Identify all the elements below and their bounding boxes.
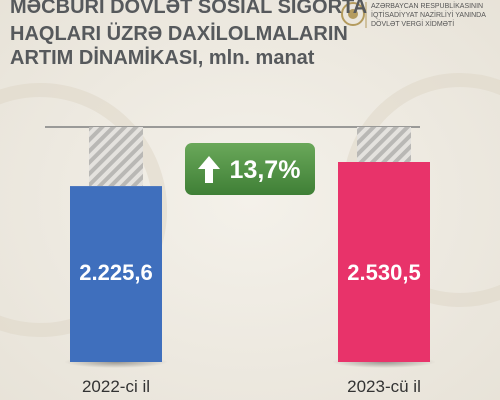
logo-text: DÖVLƏT VERGİ XİDMƏTİ bbox=[371, 19, 454, 28]
logo-text: İQTİSADİYYAT NAZİRLİYİ YANINDA bbox=[371, 10, 486, 19]
bar bbox=[338, 162, 430, 362]
logo: AZƏRBAYCAN RESPUBLİKASININ İQTİSADİYYAT … bbox=[341, 1, 486, 28]
up-arrow bbox=[198, 156, 220, 183]
growth-badge: 13,7% bbox=[185, 143, 315, 195]
chart-title: ARTIM DİNAMİKASI, mln. manat bbox=[10, 46, 315, 69]
badge-box bbox=[185, 143, 315, 195]
category-label: 2022-ci il bbox=[82, 377, 150, 396]
logo-emblem bbox=[341, 2, 365, 26]
bar bbox=[70, 186, 162, 362]
growth-label: 13,7% bbox=[230, 156, 301, 184]
hatch-column bbox=[89, 127, 143, 187]
hatch-column bbox=[357, 127, 411, 162]
value-label: 2.225,6 bbox=[79, 260, 152, 285]
logo-emblem bbox=[348, 9, 358, 19]
chart-title: MƏCBURİ DÖVLƏT SOSİAL SIĞORTA bbox=[10, 0, 367, 18]
logo-text: AZƏRBAYCAN RESPUBLİKASININ bbox=[371, 1, 483, 10]
category-label: 2023-cü il bbox=[347, 377, 421, 396]
chart-title: HAQLARI ÜZRƏ DAXİLOLMALARIN bbox=[10, 22, 348, 45]
value-label: 2.530,5 bbox=[347, 260, 420, 285]
